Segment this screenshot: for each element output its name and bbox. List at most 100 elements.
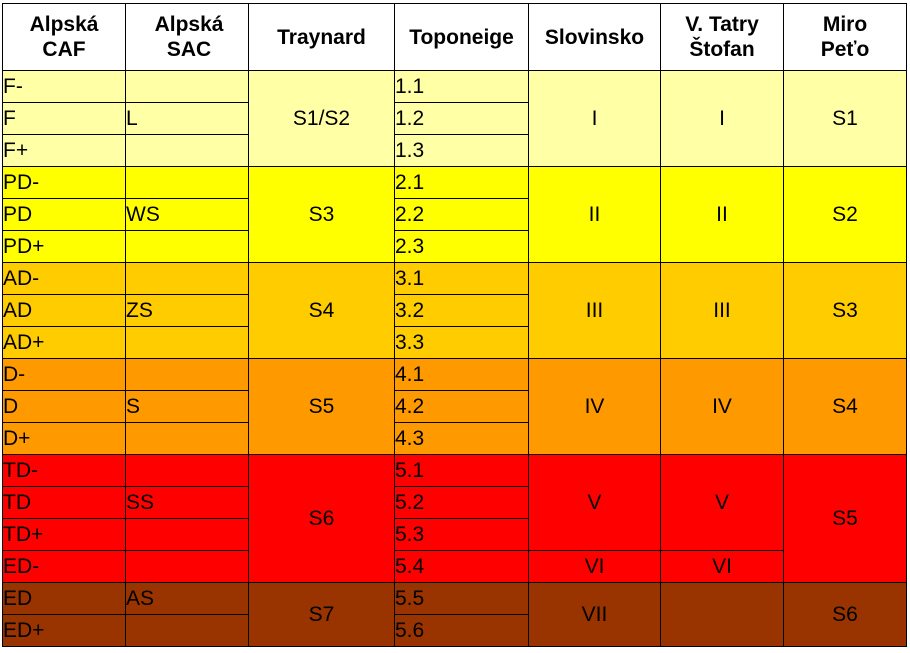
tatry-cell: VI [660, 550, 784, 583]
caf-cell: ED [2, 582, 126, 615]
caf-cell: F [2, 102, 126, 135]
toponeige-cell: 5.1 [394, 454, 529, 487]
traynard-cell: S4 [248, 262, 395, 359]
table-row: PD+ 2.3 [2, 230, 907, 263]
traynard-cell: S5 [248, 358, 395, 455]
miro-cell: S6 [783, 582, 907, 647]
slovinsko-cell: VI [528, 550, 661, 583]
grade-comparison-table: Alpská CAF Alpská SAC Traynard Toponeige S… [2, 3, 907, 647]
caf-cell: PD [2, 198, 126, 231]
sac-cell [125, 70, 249, 103]
toponeige-cell: 5.5 [394, 582, 529, 615]
slovinsko-cell: III [528, 262, 661, 359]
header-traynard: Traynard [248, 3, 395, 71]
miro-cell: S1 [783, 70, 907, 167]
traynard-cell: S1/S2 [248, 70, 395, 167]
sac-cell [125, 166, 249, 199]
toponeige-cell: 4.2 [394, 390, 529, 423]
caf-cell: TD [2, 486, 126, 519]
toponeige-cell: 2.3 [394, 230, 529, 263]
toponeige-cell: 1.1 [394, 70, 529, 103]
toponeige-cell: 1.2 [394, 102, 529, 135]
caf-cell: D [2, 390, 126, 423]
tatry-cell: I [660, 70, 784, 167]
sac-cell [125, 262, 249, 295]
sac-cell: S [125, 390, 249, 423]
caf-cell: F- [2, 70, 126, 103]
table-row: AD- S4 3.1 III III S3 [2, 262, 907, 359]
toponeige-cell: 5.2 [394, 486, 529, 519]
toponeige-cell: 1.3 [394, 134, 529, 167]
sac-cell [125, 230, 249, 263]
toponeige-cell: 2.2 [394, 198, 529, 231]
sac-cell [125, 614, 249, 647]
tatry-cell: IV [660, 358, 784, 455]
table-row: F- S1/S2 1.1 I I S1 [2, 70, 907, 167]
table-row: ED+ 5.6 [2, 614, 907, 647]
table-row: D- S5 4.1 IV IV S4 [2, 358, 907, 455]
caf-cell: F+ [2, 134, 126, 167]
traynard-cell: S3 [248, 166, 395, 263]
sac-cell [125, 454, 249, 487]
sac-cell [125, 422, 249, 455]
sac-cell [125, 550, 249, 583]
table-row: TD SS 5.2 [2, 486, 907, 519]
header-tatry-stofan: V. Tatry Štofan [660, 3, 784, 71]
table-row: AD+ 3.3 [2, 326, 907, 359]
sac-cell [125, 134, 249, 167]
header-row: Alpská CAF Alpská SAC Traynard Toponeige S… [2, 3, 907, 71]
sac-cell: L [125, 102, 249, 135]
toponeige-cell: 3.2 [394, 294, 529, 327]
toponeige-cell: 4.3 [394, 422, 529, 455]
header-toponeige: Toponeige [394, 3, 529, 71]
table-row: AD ZS 3.2 [2, 294, 907, 327]
table-row: TD- S6 5.1 V V S5 [2, 454, 907, 583]
caf-cell: TD+ [2, 518, 126, 551]
miro-cell: S4 [783, 358, 907, 455]
table-row: PD- S3 2.1 II II S2 [2, 166, 907, 263]
tatry-cell: V [660, 454, 784, 551]
caf-cell: AD [2, 294, 126, 327]
sac-cell [125, 358, 249, 391]
header-miro-peto: Miro Peťo [783, 3, 907, 71]
table-row: ED AS S7 5.5 VII S6 [2, 582, 907, 647]
miro-cell: S2 [783, 166, 907, 263]
miro-cell: S5 [783, 454, 907, 583]
toponeige-cell: 5.6 [394, 614, 529, 647]
caf-cell: D+ [2, 422, 126, 455]
header-alpska-sac: Alpská SAC [125, 3, 249, 71]
caf-cell: AD- [2, 262, 126, 295]
header-slovinsko: Slovinsko [528, 3, 661, 71]
sac-cell [125, 518, 249, 551]
toponeige-cell: 5.4 [394, 550, 529, 583]
toponeige-cell: 4.1 [394, 358, 529, 391]
caf-cell: PD+ [2, 230, 126, 263]
slovinsko-cell: IV [528, 358, 661, 455]
traynard-cell: S6 [248, 454, 395, 583]
caf-cell: PD- [2, 166, 126, 199]
slovinsko-cell: V [528, 454, 661, 551]
tatry-cell [660, 582, 784, 647]
table-row: PD WS 2.2 [2, 198, 907, 231]
table-row: F L 1.2 [2, 102, 907, 135]
miro-cell: S3 [783, 262, 907, 359]
table-row: ED- 5.4 VI VI [2, 550, 907, 583]
table-row: D+ 4.3 [2, 422, 907, 455]
caf-cell: ED- [2, 550, 126, 583]
caf-cell: AD+ [2, 326, 126, 359]
sac-cell: WS [125, 198, 249, 231]
toponeige-cell: 3.3 [394, 326, 529, 359]
slovinsko-cell: VII [528, 582, 661, 647]
sac-cell: ZS [125, 294, 249, 327]
header-alpska-caf: Alpská CAF [2, 3, 126, 71]
sac-cell: AS [125, 582, 249, 615]
caf-cell: TD- [2, 454, 126, 487]
toponeige-cell: 5.3 [394, 518, 529, 551]
tatry-cell: III [660, 262, 784, 359]
caf-cell: D- [2, 358, 126, 391]
sac-cell: SS [125, 486, 249, 519]
table-row: F+ 1.3 [2, 134, 907, 167]
slovinsko-cell: II [528, 166, 661, 263]
sac-cell [125, 326, 249, 359]
slovinsko-cell: I [528, 70, 661, 167]
